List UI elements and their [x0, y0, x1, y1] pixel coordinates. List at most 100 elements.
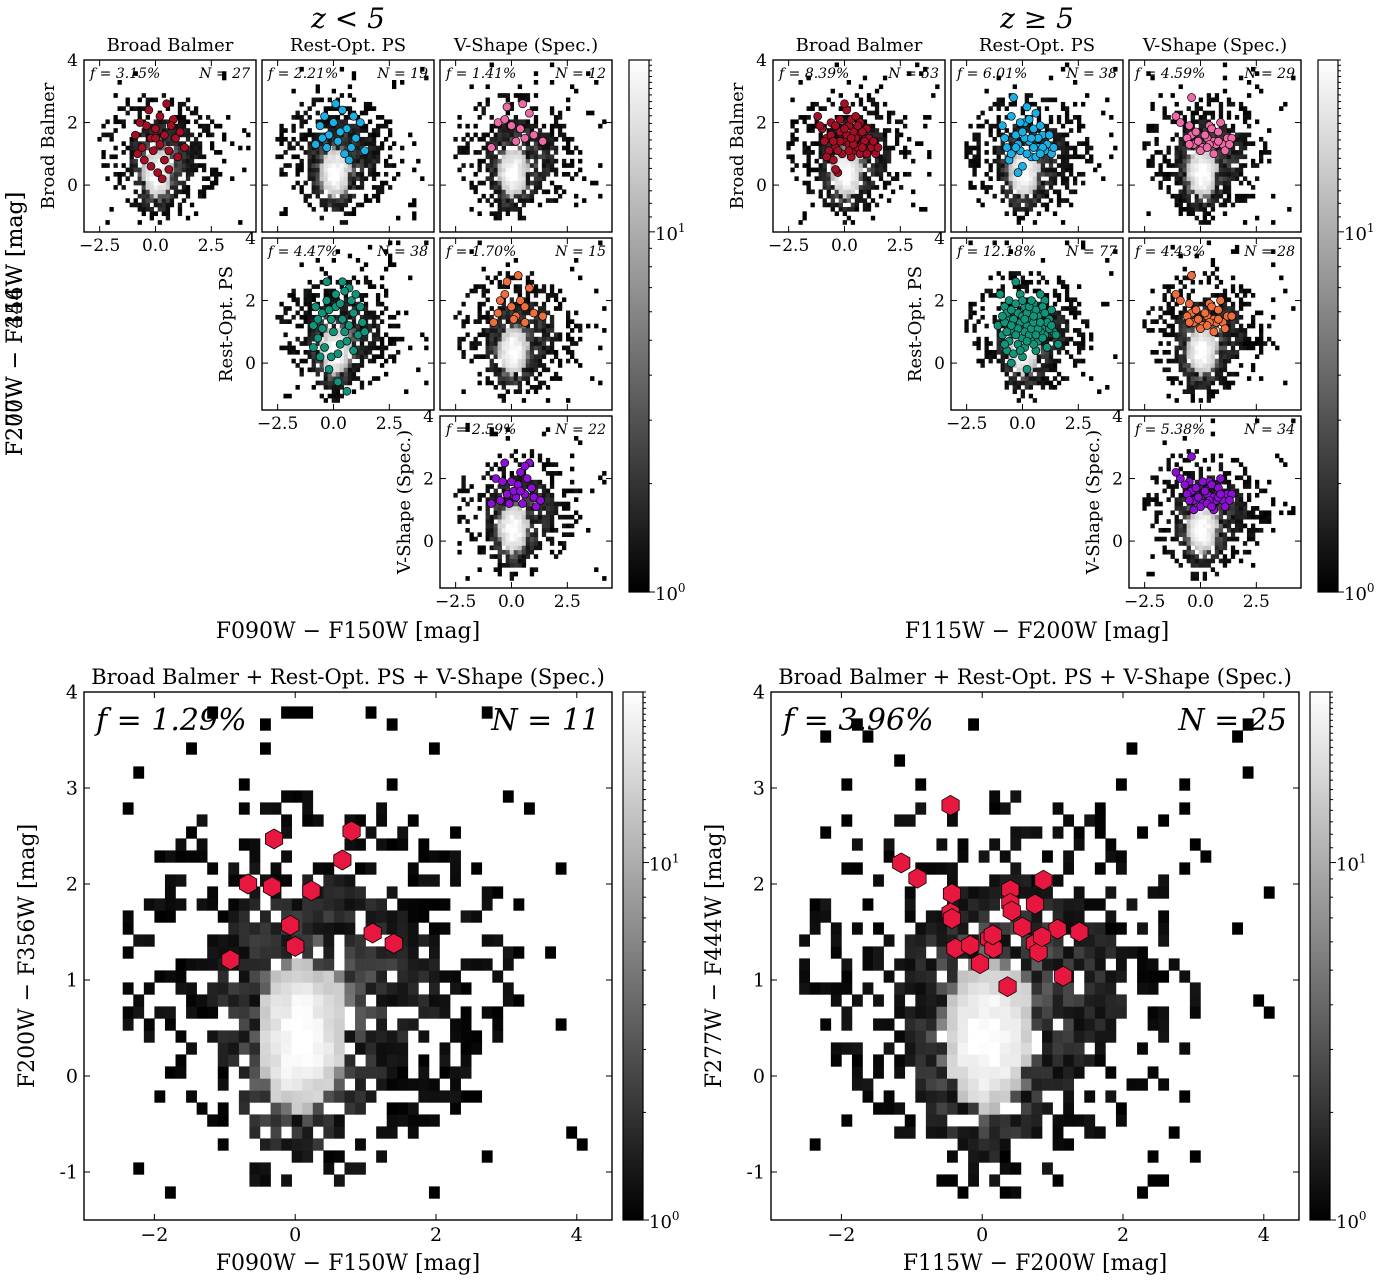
hist-bin [209, 180, 215, 186]
hist-bin [602, 576, 607, 581]
hist-bin [355, 310, 361, 316]
hist-bin [996, 271, 1001, 276]
hist-bin [355, 185, 361, 190]
hist-bin [375, 150, 381, 155]
hist-bin [185, 176, 191, 182]
hist-bin [1182, 367, 1187, 373]
hist-bin [141, 198, 146, 203]
hist-bin [537, 349, 543, 355]
hist-bin [521, 154, 527, 160]
data-point [1051, 330, 1061, 340]
hist-bin [477, 332, 482, 338]
hist-bin [201, 167, 207, 173]
hist-bin [790, 132, 795, 138]
hist-bin [525, 275, 531, 281]
hist-bin [101, 163, 106, 168]
data-point [151, 133, 160, 143]
hist-bin [489, 431, 494, 437]
hist-bin [1150, 128, 1155, 133]
hist-bin [866, 180, 872, 186]
hist-bin [570, 336, 575, 342]
hist-bin [303, 193, 308, 199]
hist-bin [1076, 358, 1082, 364]
hist-bin [477, 380, 482, 386]
hist-bin [814, 167, 819, 173]
hist-bin [1048, 198, 1054, 203]
hist-bin [424, 380, 429, 386]
hist-bin [193, 163, 199, 168]
hist-bin [525, 328, 531, 333]
panel-content [964, 240, 1118, 403]
hist-bin [493, 189, 498, 195]
hist-bin [307, 310, 312, 316]
hist-bin [806, 167, 811, 173]
hist-bin [363, 323, 369, 329]
hist-bin [561, 523, 567, 529]
hist-bin [347, 150, 353, 155]
hist-bin [565, 336, 571, 342]
hist-bin [327, 198, 332, 203]
hist-bin [1060, 306, 1066, 311]
hist-bin [1162, 158, 1167, 164]
panel: f = 1.41% N = 12 [439, 59, 613, 233]
hist-bin [1064, 240, 1070, 246]
hist-bin [185, 163, 191, 168]
hist-bin [1024, 354, 1030, 360]
hist-bin [367, 154, 373, 160]
hist-bin [854, 193, 860, 199]
hist-bin [1234, 141, 1240, 146]
hist-bin [874, 185, 880, 190]
hist-bin [878, 132, 884, 138]
hist-bin [505, 202, 510, 208]
hist-bin [315, 132, 320, 138]
hist-bin [497, 354, 502, 360]
hist-bin [137, 202, 142, 208]
hist-bin [165, 154, 171, 160]
hist-bin [866, 176, 872, 182]
hist-bin [153, 193, 159, 199]
hist-bin [181, 123, 187, 129]
hist-bin [347, 358, 353, 364]
hist-bin [351, 185, 357, 190]
hist-bin [517, 358, 523, 364]
hist-bin [275, 154, 280, 160]
hist-bin [477, 158, 482, 164]
hist-bin [497, 532, 502, 538]
hist-bin [469, 341, 474, 346]
hist-bin [1056, 297, 1062, 303]
hist-bin [529, 545, 535, 551]
hist-bin [1210, 132, 1216, 138]
data-point [828, 136, 838, 146]
hist-bin [335, 336, 341, 342]
hist-bin [1198, 158, 1204, 164]
hist-bin [121, 163, 126, 168]
hist-bin [343, 167, 349, 173]
hist-bin [331, 176, 337, 182]
hist-bin [537, 288, 543, 294]
hist-bin [1210, 176, 1216, 182]
hist-bin [335, 371, 341, 377]
hist-bin [553, 293, 559, 298]
hist-bin [521, 398, 527, 403]
data-point [831, 165, 840, 174]
hist-bin [193, 136, 199, 142]
hist-bin [1064, 185, 1070, 190]
hist-bin [537, 345, 543, 351]
hist-bin [517, 376, 523, 381]
hist-bin [1234, 167, 1240, 173]
hist-bin [1202, 115, 1208, 120]
hist-bin [311, 132, 316, 138]
hist-bin [404, 310, 409, 316]
hist-bin [1194, 384, 1199, 390]
panel-frame [261, 59, 435, 233]
hist-bin [355, 115, 361, 120]
hist-bin [1206, 211, 1212, 217]
hist-bin [117, 171, 122, 177]
hist-bin [545, 310, 551, 316]
data-point [1022, 336, 1032, 346]
hist-bin [319, 176, 324, 182]
hist-bin [517, 211, 523, 217]
hist-bin [1044, 306, 1050, 311]
hist-bin [842, 171, 848, 177]
hist-bin [375, 336, 381, 342]
